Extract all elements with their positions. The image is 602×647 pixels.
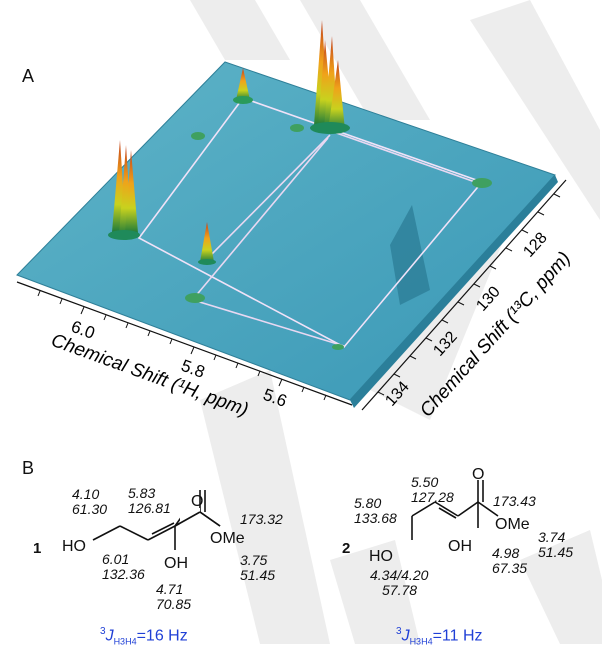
x-axis [16, 281, 353, 406]
compound1-coupling: 3JH3H4=16 Hz [100, 626, 188, 647]
nmr-peaks [108, 20, 492, 350]
compound2-ho: HO [369, 548, 393, 565]
compound1-c4-shifts: 4.10 61.30 [72, 486, 108, 517]
panel-a-label: A [22, 66, 35, 86]
y-tick-label: 128 [520, 229, 551, 260]
y-axis [361, 179, 567, 411]
compound1-carbonyl-shift: 173.32 [240, 511, 283, 527]
compound2-c3-shifts: 5.50 127.28 [411, 474, 454, 505]
panel-b-label: B [22, 458, 35, 478]
compound2-ome: OMe [495, 516, 530, 533]
chemical-structures [92, 480, 499, 550]
compound1-c2-shifts: 6.01 132.36 [102, 551, 145, 582]
compound1-c3-shifts: 5.83 126.81 [128, 485, 171, 516]
compound2-coupling: 3JH3H4=11 Hz [396, 626, 483, 647]
compound2-c5-shifts: 4.34/4.20 57.78 [370, 567, 429, 598]
y-tick-label: 134 [382, 378, 413, 409]
compound1-ome-shifts: 3.75 51.45 [240, 552, 276, 583]
compound2-c4-shifts: 5.80 133.68 [354, 495, 397, 526]
compound2-ome-shifts: 3.74 51.45 [538, 529, 574, 560]
surface-side-edge [350, 175, 558, 408]
compound1-ome: OMe [210, 530, 245, 547]
compound1-number: 1 [33, 540, 42, 557]
compound2-carbonyl-shift: 173.43 [493, 493, 536, 509]
nmr-3d-plot: 6.0 5.8 5.6 Chemical Shift (¹H, ppm) 128… [16, 20, 575, 421]
compound2-carbonyl-o: O [472, 466, 485, 483]
compound2-oh: OH [448, 538, 472, 555]
compound2-c1-shifts: 4.98 67.35 [492, 545, 528, 576]
compound1-c1-shifts: 4.71 70.85 [156, 581, 192, 612]
compound2-number: 2 [342, 540, 351, 557]
compound1-carbonyl-o: O [191, 493, 204, 510]
x-tick-label: 5.6 [261, 385, 290, 411]
y-tick-label: 132 [430, 328, 461, 359]
y-tick-label: 130 [473, 283, 504, 314]
compound1-ho: HO [62, 538, 86, 555]
compound1-oh: OH [164, 555, 188, 572]
